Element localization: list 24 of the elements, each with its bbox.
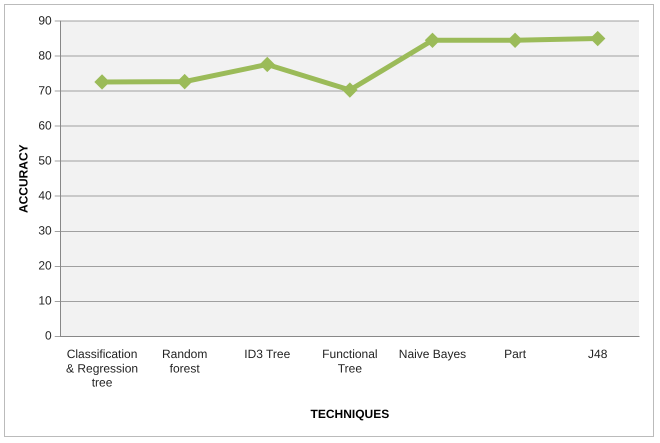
x-tick-label: Random forest — [162, 346, 208, 376]
point — [590, 31, 606, 46]
y-tick-label: 40 — [38, 188, 52, 203]
y-tick-label: 80 — [38, 48, 52, 62]
y-tick-label: 30 — [38, 224, 52, 238]
point — [260, 56, 275, 72]
x-tick-label: Functional Tree — [322, 346, 378, 376]
y-tick-label: 90 — [38, 13, 52, 28]
y-tick-label: 60 — [38, 118, 52, 132]
x-tick-label: Naive Bayes — [398, 346, 466, 361]
point — [177, 74, 192, 90]
x-tick-label: ID3 Tree — [244, 346, 291, 361]
y-tick-label: 20 — [38, 258, 52, 273]
point — [342, 82, 358, 98]
x-tick-label: Part — [504, 346, 527, 361]
y-tick-label: 10 — [38, 294, 52, 308]
point — [424, 32, 440, 48]
y-tick-label: 0 — [45, 328, 52, 343]
x-axis-title: TECHNIQUES — [310, 407, 390, 422]
y-tick-label: 50 — [38, 153, 52, 168]
x-tick-label: J48 — [588, 346, 608, 361]
x-tick-label: Classification & Regression tree — [66, 346, 138, 390]
y-axis-title: ACCURACY — [16, 144, 31, 214]
y-tick-label: 70 — [38, 83, 52, 98]
